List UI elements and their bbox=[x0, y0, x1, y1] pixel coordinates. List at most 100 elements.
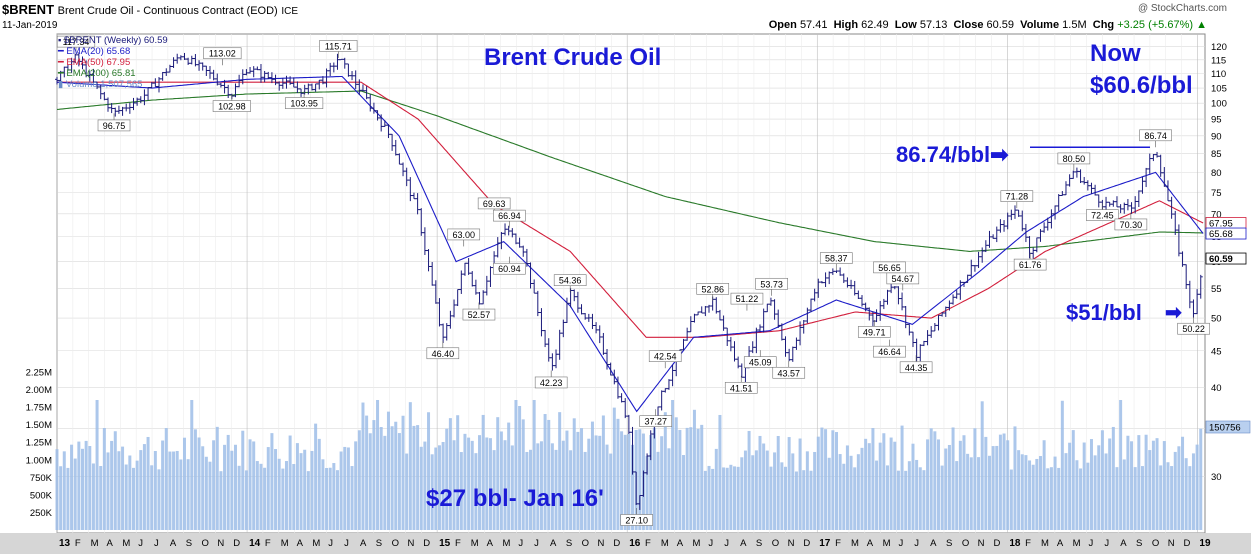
symbol-header: $BRENT Brent Crude Oil - Continuous Cont… bbox=[2, 2, 299, 17]
chart-date: 11-Jan-2019 bbox=[2, 20, 58, 31]
price-label-box bbox=[819, 252, 853, 264]
x-tick-label: A bbox=[1120, 538, 1127, 549]
x-tick-label: D bbox=[803, 538, 810, 549]
volume-bar bbox=[1024, 455, 1028, 530]
x-tick-label: F bbox=[455, 538, 461, 549]
volume-bar bbox=[281, 468, 285, 530]
volume-bar bbox=[117, 451, 121, 530]
price-label-box bbox=[319, 40, 358, 52]
annotation-low-27: $27 bbl- Jan 16' bbox=[426, 485, 604, 512]
volume-bar bbox=[503, 440, 507, 530]
volume-bar bbox=[102, 428, 106, 530]
volume-tick-label: 1.50M bbox=[26, 420, 52, 431]
volume-bar bbox=[671, 400, 675, 530]
volume-bar bbox=[565, 430, 569, 530]
volume-bar bbox=[219, 471, 223, 530]
volume-bar bbox=[711, 468, 715, 530]
x-tick-label: M bbox=[91, 538, 99, 549]
price-label-box bbox=[724, 381, 758, 394]
volume-bar bbox=[492, 450, 496, 530]
volume-bar bbox=[150, 465, 154, 530]
price-label-box bbox=[743, 356, 777, 368]
volume-bar bbox=[514, 400, 518, 530]
volume-bar bbox=[532, 400, 536, 530]
y-tick-label: 105 bbox=[1211, 84, 1227, 95]
volume-bar bbox=[244, 470, 248, 530]
volume-bar bbox=[660, 436, 664, 530]
volume-bar bbox=[980, 401, 984, 530]
volume-bar bbox=[631, 444, 635, 530]
volume-bar bbox=[284, 461, 288, 530]
annotation-peak: 86.74/bbl➡ bbox=[896, 142, 1009, 167]
price-label: 54.36 bbox=[559, 276, 582, 286]
volume-bar bbox=[518, 406, 522, 530]
volume-bar bbox=[288, 435, 292, 530]
volume-bar bbox=[794, 471, 798, 530]
price-label: 69.63 bbox=[483, 199, 506, 209]
volume-bar bbox=[769, 466, 773, 530]
volume-bar bbox=[277, 458, 281, 530]
volume-bar bbox=[55, 449, 59, 530]
price-label: 115.71 bbox=[325, 41, 352, 51]
y-tick-label: 30 bbox=[1211, 472, 1222, 483]
price-label: 72.45 bbox=[1091, 211, 1114, 221]
volume-bar bbox=[539, 441, 543, 530]
volume-bar bbox=[332, 463, 336, 530]
right-arrow-icon: ➡ bbox=[1165, 302, 1182, 324]
volume-bar bbox=[871, 428, 875, 530]
right-axis-tag-label: 65.68 bbox=[1209, 229, 1233, 240]
volume-bar bbox=[197, 437, 201, 530]
volume-bar bbox=[463, 433, 467, 530]
x-tick-label: N bbox=[407, 538, 414, 549]
volume-bar bbox=[1199, 428, 1203, 530]
price-label-box bbox=[426, 347, 460, 360]
volume-bar bbox=[598, 435, 602, 530]
price-label: 70.30 bbox=[1120, 220, 1143, 230]
volume-bar bbox=[860, 447, 864, 530]
volume-bar bbox=[1184, 458, 1188, 530]
price-label-box bbox=[857, 326, 891, 338]
volume-bar bbox=[1151, 440, 1155, 530]
volume-bar bbox=[1089, 439, 1093, 530]
y-tick-label: 115 bbox=[1211, 55, 1226, 66]
volume-bar bbox=[1046, 468, 1050, 530]
volume-bar bbox=[849, 455, 853, 530]
x-tick-label: F bbox=[75, 538, 81, 549]
volume-bar bbox=[958, 440, 962, 530]
volume-bar bbox=[343, 446, 347, 530]
volume-bar bbox=[922, 470, 926, 530]
volume-bar bbox=[1035, 458, 1039, 530]
volume-bar bbox=[1028, 460, 1032, 530]
x-tick-label: S bbox=[566, 538, 572, 549]
volume-bar bbox=[507, 422, 511, 530]
volume-bar bbox=[1097, 445, 1101, 530]
price-label: 96.75 bbox=[103, 121, 126, 131]
x-tick-label: A bbox=[107, 538, 114, 549]
volume-bar bbox=[59, 466, 63, 530]
volume-bar bbox=[936, 439, 940, 530]
volume-bar bbox=[110, 440, 114, 530]
price-label-box bbox=[493, 262, 526, 275]
volume-tick-label: 1.00M bbox=[26, 455, 52, 466]
volume-bar bbox=[1057, 467, 1061, 530]
volume-bar bbox=[536, 443, 540, 530]
volume-bar bbox=[91, 463, 95, 530]
x-tick-label: F bbox=[1025, 538, 1031, 549]
volume-bar bbox=[146, 436, 150, 530]
volume-bar bbox=[321, 459, 325, 530]
price-label: 44.35 bbox=[905, 363, 928, 373]
volume-bar bbox=[736, 466, 740, 530]
volume-bar bbox=[827, 457, 831, 530]
volume-bar bbox=[809, 470, 813, 530]
volume-bar bbox=[791, 453, 795, 530]
volume-bar bbox=[190, 400, 194, 530]
x-tick-label: J bbox=[1089, 538, 1094, 549]
price-label-box bbox=[1139, 129, 1172, 142]
volume-bar bbox=[725, 467, 729, 530]
volume-bar bbox=[966, 453, 970, 530]
volume-bar bbox=[703, 470, 707, 530]
volume-bar bbox=[496, 417, 500, 530]
volume-bar bbox=[1162, 441, 1166, 530]
volume-bar bbox=[430, 454, 434, 530]
x-tick-label: 14 bbox=[249, 538, 261, 549]
